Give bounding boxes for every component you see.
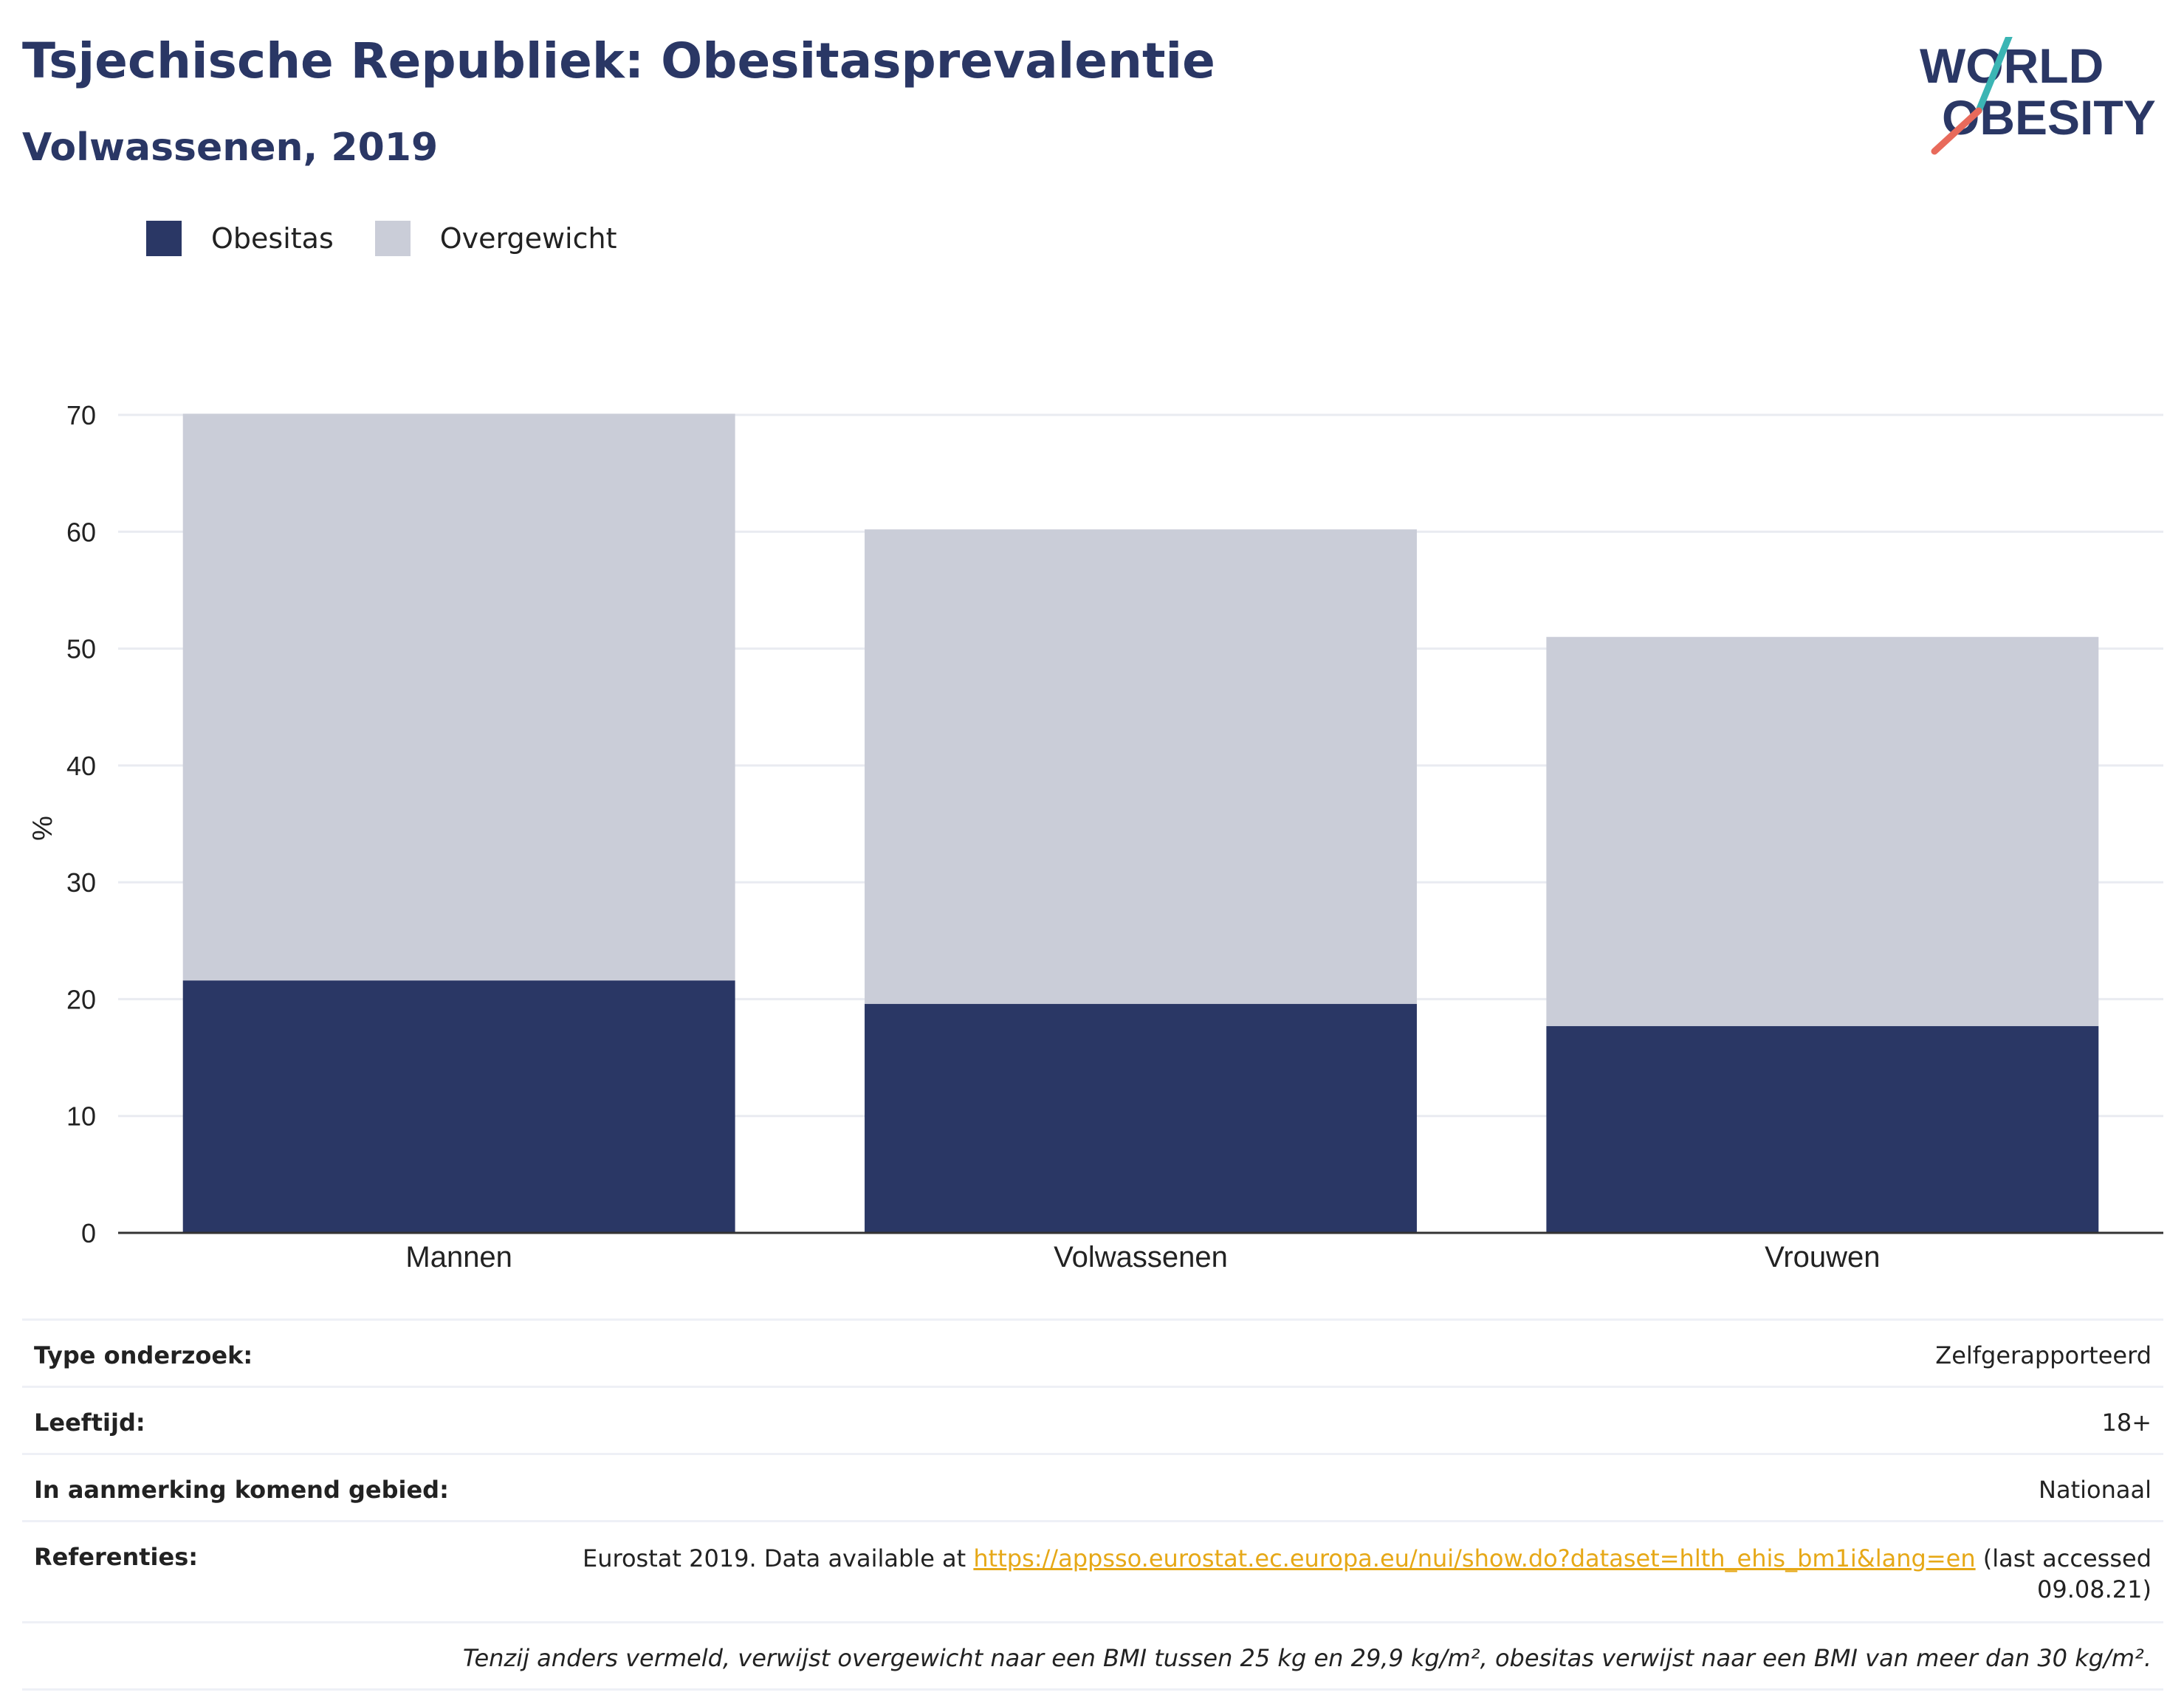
chart-legend: Obesitas Overgewicht	[146, 219, 659, 258]
info-table: Type onderzoek: Zelfgerapporteerd Leefti…	[22, 1318, 2163, 1691]
bar-obesitas-mannen	[182, 980, 735, 1233]
svg-text:OBESITY: OBESITY	[1942, 90, 2156, 145]
chart-subtitle: Volwassenen, 2019	[22, 126, 439, 170]
y-tick-label: 40	[66, 751, 96, 781]
legend-item-overgewicht[interactable]: Overgewicht	[374, 221, 617, 256]
info-row-footnote: Tenzij anders vermeld, verwijst overgewi…	[22, 1621, 2163, 1691]
references-suffix: (last accessed 09.08.21)	[1975, 1544, 2152, 1603]
info-row-area: In aanmerking komend gebied: Nationaal	[22, 1453, 2163, 1520]
age-label: Leeftijd:	[34, 1409, 145, 1437]
y-tick-label: 70	[66, 400, 96, 430]
legend-swatch-obesitas	[146, 221, 182, 256]
y-tick-label: 50	[66, 634, 96, 664]
y-axis-label: %	[27, 816, 58, 841]
footnote: Tenzij anders vermeld, verwijst overgewi…	[462, 1644, 2152, 1672]
x-tick-label: Mannen	[405, 1241, 512, 1273]
y-tick-label: 30	[66, 867, 96, 898]
info-row-survey-type: Type onderzoek: Zelfgerapporteerd	[22, 1318, 2163, 1386]
bar-obesitas-volwassenen	[865, 1003, 1417, 1233]
references-value: Eurostat 2019. Data available at https:/…	[571, 1543, 2152, 1605]
y-tick-label: 10	[66, 1101, 96, 1132]
area-label: In aanmerking komend gebied:	[34, 1476, 449, 1504]
legend-label-overgewicht: Overgewicht	[439, 222, 617, 255]
chart-title: Tsjechische Republiek: Obesitasprevalent…	[22, 32, 1215, 89]
survey-type-value: Zelfgerapporteerd	[1935, 1341, 2152, 1369]
references-prefix: Eurostat 2019. Data available at	[583, 1544, 974, 1572]
references-label: Referenties:	[34, 1543, 199, 1571]
bar-overgewicht-vrouwen	[1546, 636, 2099, 1026]
survey-type-label: Type onderzoek:	[34, 1341, 253, 1369]
world-obesity-logo: WORLD OBESITY	[1920, 37, 2156, 155]
legend-swatch-overgewicht	[374, 221, 411, 256]
stacked-bar-chart: 0 10 20 30 40 50 60 70% Mannen Volwassenen Vrouwen	[27, 400, 2163, 1273]
x-tick-label: Vrouwen	[1765, 1241, 1880, 1273]
age-value: 18+	[2101, 1409, 2152, 1437]
y-tick-label: 0	[81, 1218, 96, 1248]
bar-obesitas-vrouwen	[1546, 1025, 2099, 1233]
legend-item-obesitas[interactable]: Obesitas	[146, 221, 334, 256]
x-tick-label: Volwassenen	[1054, 1241, 1228, 1273]
bar-overgewicht-mannen	[182, 413, 735, 981]
info-row-references: Referenties: Eurostat 2019. Data availab…	[22, 1520, 2163, 1621]
y-tick-label: 20	[66, 984, 96, 1014]
bar-overgewicht-volwassenen	[865, 529, 1417, 1004]
info-row-age: Leeftijd: 18+	[22, 1386, 2163, 1453]
references-link[interactable]: https://appsso.eurostat.ec.europa.eu/nui…	[973, 1544, 1976, 1572]
legend-label-obesitas: Obesitas	[211, 222, 334, 255]
svg-text:WORLD: WORLD	[1920, 38, 2104, 93]
area-value: Nationaal	[2039, 1476, 2152, 1504]
y-tick-label: 60	[66, 517, 96, 547]
